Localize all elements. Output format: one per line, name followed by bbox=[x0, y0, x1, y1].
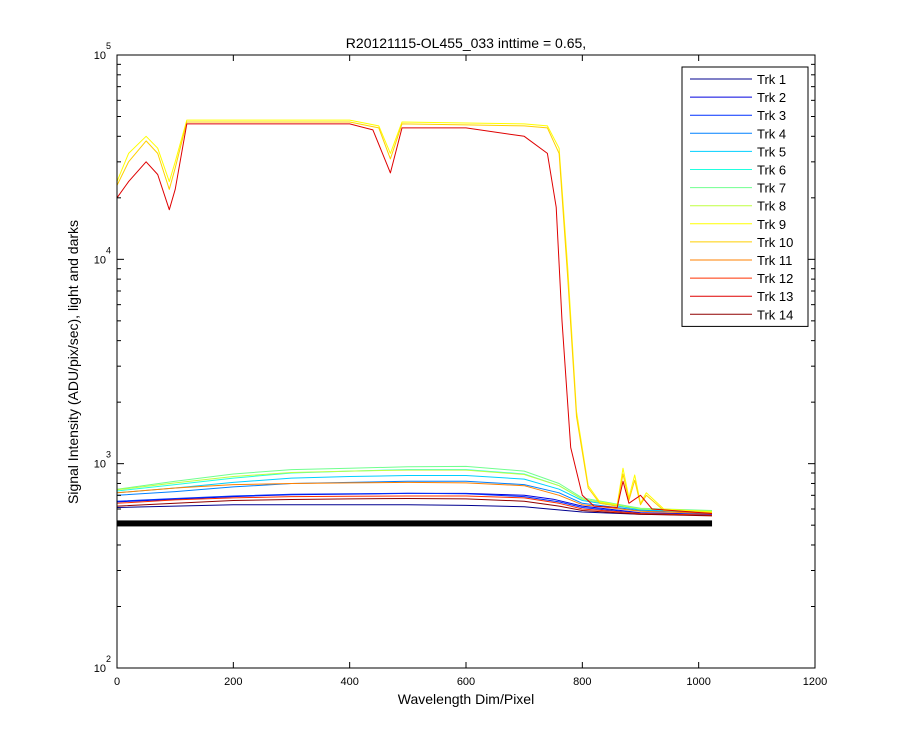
legend-label: Trk 8 bbox=[757, 199, 786, 214]
legend: Trk 1 Trk 2 Trk 3 Trk 4 Trk 5 Trk 6 Trk 7 Trk 8… bbox=[681, 66, 809, 327]
x-axis-label: Wavelength Dim/Pixel bbox=[398, 691, 534, 707]
legend-label: Trk 6 bbox=[757, 163, 786, 178]
legend-label: Trk 10 bbox=[757, 235, 793, 250]
series-line-trk-14 bbox=[116, 498, 713, 517]
series-line-trk-12 bbox=[116, 495, 713, 516]
legend-label: Trk 1 bbox=[757, 72, 786, 87]
series-line-trk-8 bbox=[116, 469, 713, 512]
y-tick-base: 10 bbox=[94, 254, 106, 266]
legend-label: Trk 11 bbox=[757, 253, 792, 268]
series-line-trk-5 bbox=[116, 475, 713, 513]
x-tick-label: 800 bbox=[573, 676, 591, 688]
series-line-trk-10 bbox=[116, 121, 713, 514]
y-tick-label: 10 bbox=[94, 50, 106, 62]
series-line-trk-3 bbox=[116, 492, 713, 515]
y-tick-label: 10 bbox=[94, 254, 106, 266]
plot-data-area bbox=[116, 119, 713, 527]
dark-frames-band bbox=[117, 520, 713, 527]
y-tick-exponent: 3 bbox=[106, 450, 111, 460]
y-axis-label: Signal Intensity (ADU/pix/sec), light an… bbox=[65, 220, 81, 504]
x-tick-label: 600 bbox=[457, 676, 475, 688]
y-tick-exponent: 5 bbox=[106, 41, 111, 51]
series-line-trk-13 bbox=[116, 123, 713, 514]
legend-label: Trk 3 bbox=[757, 108, 786, 123]
y-tick-exponent: 2 bbox=[106, 654, 111, 664]
y-tick-base: 10 bbox=[94, 663, 106, 675]
series-line-trk-9 bbox=[116, 119, 713, 513]
y-tick-label: 10 bbox=[94, 459, 106, 471]
x-axis: 0 200 400 600 800 1000 1200 bbox=[114, 55, 827, 688]
series-line-trk-7 bbox=[116, 465, 713, 511]
y-tick-base: 10 bbox=[94, 459, 106, 471]
legend-label: Trk 4 bbox=[757, 126, 786, 141]
legend-label: Trk 7 bbox=[757, 181, 786, 196]
legend-label: Trk 2 bbox=[757, 90, 786, 105]
x-tick-label: 1000 bbox=[686, 676, 710, 688]
x-tick-label: 1200 bbox=[803, 676, 827, 688]
legend-label: Trk 14 bbox=[757, 307, 793, 322]
legend-label: Trk 9 bbox=[757, 217, 786, 232]
y-tick-exponent: 4 bbox=[106, 245, 111, 255]
series-line-trk-11 bbox=[116, 481, 713, 514]
y-tick-label: 10 bbox=[94, 663, 106, 675]
legend-label: Trk 13 bbox=[757, 289, 793, 304]
chart-title: R20121115-OL455_033 inttime = 0.65, bbox=[346, 35, 586, 51]
series-line-trk-1 bbox=[116, 504, 713, 516]
legend-label: Trk 5 bbox=[757, 144, 786, 159]
y-tick-base: 10 bbox=[94, 50, 106, 62]
x-tick-label: 0 bbox=[114, 676, 120, 688]
legend-label: Trk 12 bbox=[757, 271, 793, 286]
x-tick-label: 400 bbox=[340, 676, 358, 688]
x-tick-label: 200 bbox=[224, 676, 242, 688]
legend-box bbox=[681, 66, 809, 327]
